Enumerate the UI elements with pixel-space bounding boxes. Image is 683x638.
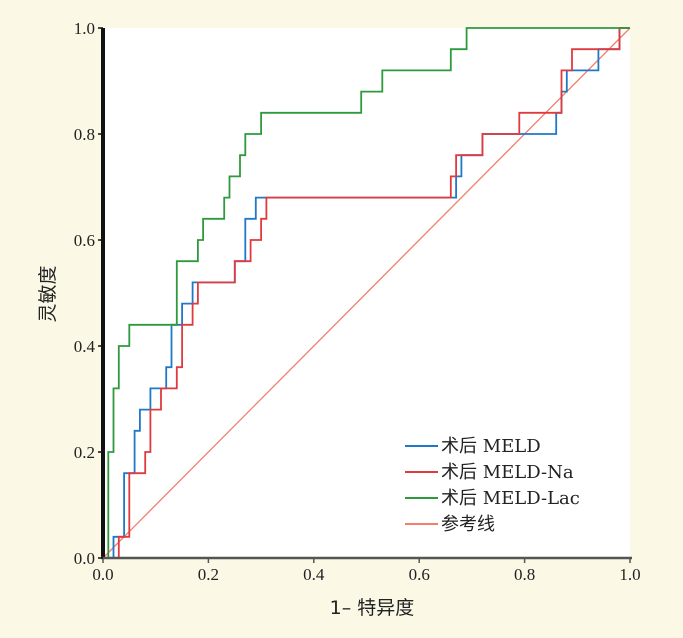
legend-label: 术后 MELD-Lac [441,488,580,509]
series-layer [102,27,631,559]
y-tick-label: 0.6 [74,231,95,250]
series-line-1 [103,27,630,559]
axes-layer [101,28,632,560]
y-tick-label: 0.2 [74,443,95,462]
y-tick-label: 0.4 [74,337,96,356]
x-tick-label: 1.0 [619,565,640,584]
series-line-2 [103,27,630,559]
x-tick-label: 0.0 [92,565,113,584]
legend-label: 参考线 [441,514,495,535]
x-tick-label: 0.2 [198,565,219,584]
y-tick-label: 0.8 [74,125,95,144]
legend-label: 术后 MELD-Na [441,462,574,483]
y-tick-label: 0.0 [74,549,95,568]
y-tick-label: 1.0 [74,19,95,38]
x-tick-label: 0.8 [514,565,535,584]
x-axis-title: 1– 特异度 [330,597,415,619]
series-line-3 [102,27,631,559]
y-axis-title: 灵敏度 [37,265,59,322]
legend-label: 术后 MELD [441,436,541,457]
legend: 术后 MELD 术后 MELD-Na 术后 MELD-Lac 参考线 [405,436,580,535]
tick-layer: 0.0 0.2 0.4 0.6 0.8 1.0 0.0 0.2 0.4 0.6 0.8 1.0 [74,19,641,584]
x-tick-label: 0.6 [409,565,430,584]
x-tick-label: 0.4 [303,565,325,584]
